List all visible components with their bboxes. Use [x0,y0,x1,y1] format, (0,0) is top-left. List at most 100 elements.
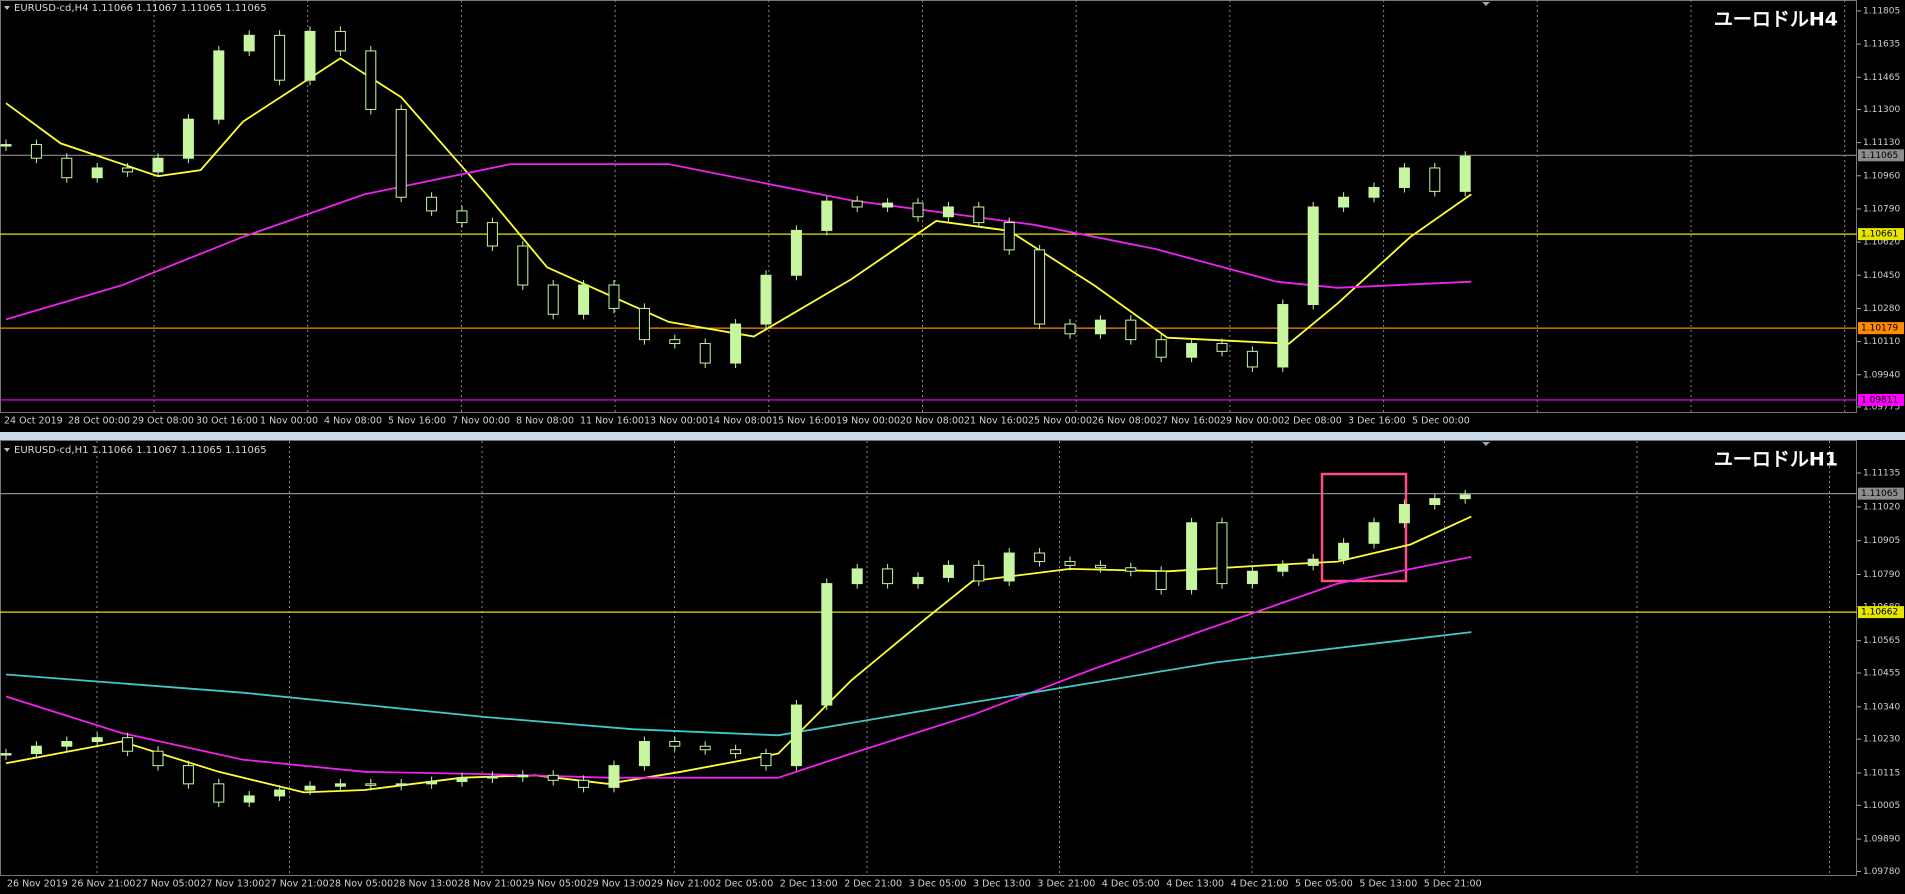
candle [790,229,802,276]
price-label-box [1858,393,1904,406]
pane-frame [0,0,1857,413]
indicator-line [5,515,1472,794]
x-tick-label: 29 Oct 08:00 [132,416,194,427]
x-tick-label: 29 Nov 00:00 [1220,416,1284,427]
x-tick-label: 3 Dec 05:00 [909,879,967,890]
candle [942,206,954,218]
x-tick-label: 3 Dec 13:00 [973,879,1031,890]
candle [0,753,12,756]
candle [152,750,164,767]
candle [1064,561,1076,566]
candle [942,564,954,578]
candle [851,568,863,585]
y-tick-label: 1.10790 [1863,204,1900,214]
candle [122,737,134,752]
candle [1186,522,1198,590]
x-tick-label: 2 Dec 05:00 [715,879,773,890]
y-tick-label: 1.11020 [1863,502,1900,512]
x-tick-label: 3 Dec 21:00 [1037,879,1095,890]
candle [243,795,255,803]
x-tick-label: 5 Dec 21:00 [1424,879,1482,890]
candle [0,144,12,147]
x-tick-label: 20 Nov 08:00 [900,416,964,427]
candle [365,783,377,786]
candle [882,202,894,208]
x-tick-label: 29 Nov 13:00 [587,879,651,890]
y-tick-label: 1.10905 [1863,536,1900,546]
x-tick-label: 28 Oct 00:00 [68,416,130,427]
candle [547,774,559,781]
candle [1003,552,1015,582]
candle [1398,504,1410,524]
indicator-line [5,631,1472,737]
x-tick-label: 30 Oct 16:00 [196,416,258,427]
candle [1034,249,1046,325]
candle [182,765,194,785]
candle [1034,552,1046,563]
candle [1216,522,1228,585]
candle [61,741,73,747]
candle [730,323,742,364]
x-tick-label: 29 Nov 05:00 [522,879,586,890]
candle [1246,570,1258,585]
price-label-box [1858,149,1904,162]
candle [1307,206,1319,306]
candle [1398,167,1410,188]
x-tick-label: 11 Nov 16:00 [580,416,644,427]
candle [1125,567,1137,572]
candle [1094,319,1106,335]
candle [669,741,681,747]
candle [213,50,225,120]
x-tick-label: 27 Nov 16:00 [1156,416,1220,427]
price-label-box [1858,228,1904,241]
candle [456,210,468,224]
candle [1368,186,1380,198]
pane-frame [0,440,1857,876]
indicator-line [5,57,1472,345]
candle [1338,196,1350,208]
candle [578,284,590,315]
candle [1125,319,1137,341]
y-tick-label: 1.10110 [1863,337,1900,347]
x-tick-label: 4 Nov 08:00 [324,416,382,427]
candle [152,157,164,173]
candle [30,144,42,159]
candle [1216,343,1228,352]
x-tick-label: 4 Dec 05:00 [1102,879,1160,890]
x-tick-label: 5 Nov 16:00 [388,416,446,427]
price-label: 1.11065 [1861,151,1898,161]
candle [365,50,377,110]
candle [1155,570,1167,590]
candle [517,774,529,778]
x-tick-label: 5 Dec 00:00 [1412,416,1470,427]
y-tick-label: 1.10620 [1863,238,1900,248]
candle [851,200,863,208]
chart-header: EURUSD-cd,H4 1.11066 1.11067 1.11065 1.1… [14,3,267,14]
y-tick-label: 1.09940 [1863,370,1900,380]
candle [274,34,286,81]
candle [213,783,225,803]
candle [699,745,711,751]
x-tick-label: 13 Nov 00:00 [644,416,708,427]
x-tick-label: 2 Dec 08:00 [1284,416,1342,427]
candle [973,564,985,582]
candle [1277,564,1289,572]
y-tick-label: 1.10280 [1863,304,1900,314]
candle [1277,304,1289,368]
candle [821,583,833,706]
x-tick-label: 4 Dec 13:00 [1166,879,1224,890]
x-tick-label: 8 Nov 08:00 [516,416,574,427]
y-tick-label: 1.10455 [1863,668,1900,678]
candle [882,568,894,585]
x-tick-label: 26 Nov 08:00 [1092,416,1156,427]
candle [1003,222,1015,251]
header-icon [4,448,10,452]
x-tick-label: 26 Nov 2019 [7,879,68,890]
price-label-box [1858,487,1904,500]
candle [304,30,316,81]
price-label: 1.10662 [1861,608,1898,618]
y-tick-label: 1.09775 [1863,402,1900,412]
chart-title: ユーロドルH4 [1714,9,1838,31]
y-tick-label: 1.10230 [1863,735,1900,745]
candle [486,775,498,779]
